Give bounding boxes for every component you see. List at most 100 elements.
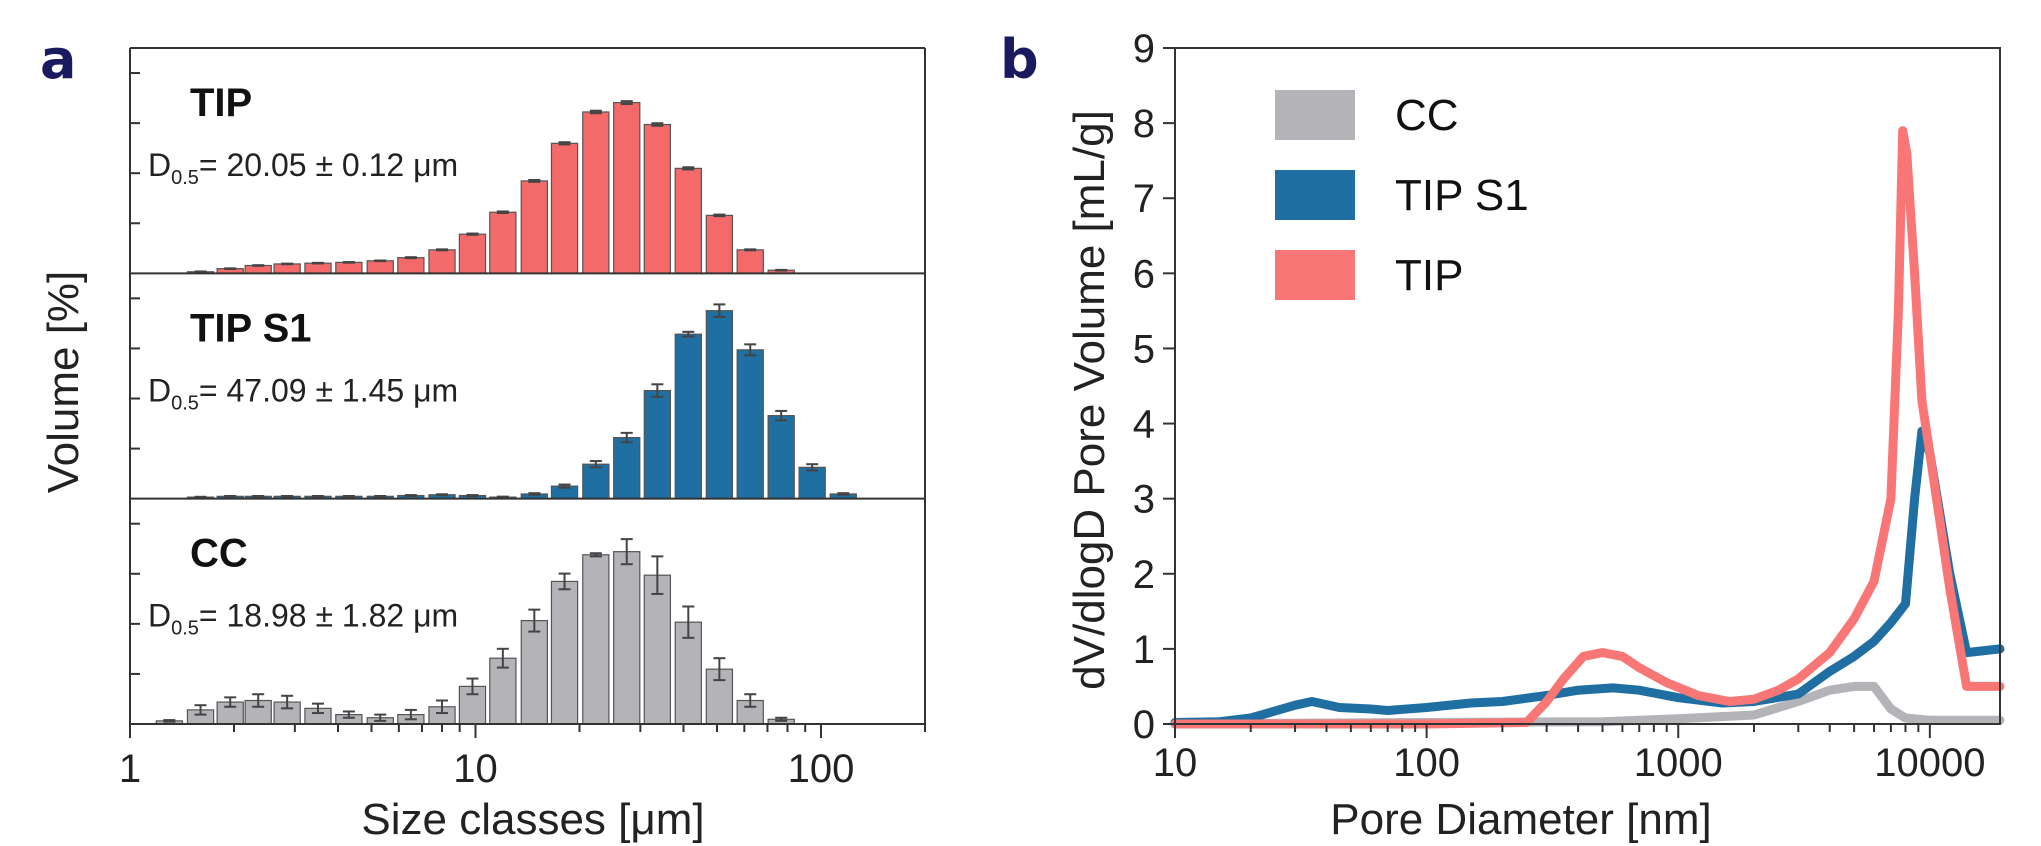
- legend-label-1: TIP S1: [1395, 171, 1529, 220]
- bar-1-21: [798, 466, 826, 500]
- bar-0-6: [335, 261, 363, 274]
- panel-letter-b: b: [1000, 28, 1039, 91]
- error-bar-2-10: [466, 677, 479, 696]
- panel-b-legend: CC TIP S1 TIP: [1275, 90, 1529, 300]
- error-bar-2-14: [589, 552, 602, 558]
- error-bar-0-12: [528, 178, 541, 183]
- bar-0-17: [674, 167, 702, 274]
- error-bar-2-2: [224, 696, 237, 708]
- error-bar-0-1: [194, 270, 207, 274]
- series-line-1: [1170, 426, 2005, 727]
- bar-0-8: [397, 257, 425, 274]
- error-bar-0-11: [496, 210, 509, 215]
- bar-1-16: [643, 389, 672, 500]
- series-line-2: [1170, 126, 2005, 729]
- error-bar-0-8: [404, 256, 417, 260]
- error-bar-0-9: [436, 248, 449, 252]
- error-bar-1-9: [436, 493, 449, 497]
- x-tick-label-0: 10: [1153, 741, 1198, 785]
- bar-1-18: [705, 310, 734, 500]
- error-bar-2-13: [558, 572, 571, 591]
- error-bar-1-7: [374, 495, 387, 498]
- legend-label-2: TIP: [1395, 251, 1463, 300]
- error-bar-2-3: [252, 693, 265, 708]
- error-bar-0-19: [744, 248, 757, 252]
- error-bar-2-20: [775, 716, 788, 722]
- bar-2-12: [520, 619, 549, 725]
- error-bar-1-5: [311, 495, 324, 498]
- x-tick-label-1: 100: [1393, 741, 1460, 785]
- error-bar-1-20: [775, 409, 788, 422]
- x-tick-label-3: 10000: [1874, 741, 1985, 785]
- panel-a-y-axis-title: Volume [%]: [39, 271, 88, 494]
- panel-a-x-axis-title: Size classes [μm]: [361, 795, 704, 844]
- error-bar-2-16: [651, 555, 664, 595]
- bar-1-15: [613, 436, 641, 500]
- error-bar-0-13: [558, 141, 571, 146]
- bar-0-16: [643, 123, 672, 274]
- panel-b-frame: [1174, 47, 2001, 725]
- y-tick-label-7: 7: [1133, 177, 1155, 221]
- bar-0-19: [736, 249, 764, 274]
- error-bar-1-11: [496, 495, 509, 499]
- error-bar-0-2: [224, 267, 237, 270]
- y-tick-label-2: 2: [1133, 553, 1155, 597]
- error-bar-0-4: [281, 262, 294, 266]
- legend-swatch-2: [1275, 250, 1355, 300]
- legend-label-0: CC: [1395, 91, 1459, 140]
- bar-2-13: [550, 580, 579, 725]
- bar-0-18: [705, 214, 734, 274]
- error-bar-2-0: [163, 719, 176, 723]
- error-bar-2-17: [682, 605, 695, 639]
- bar-0-11: [489, 211, 517, 274]
- error-bar-2-12: [528, 608, 541, 633]
- panel-a-axes: 1 10 100: [119, 47, 926, 791]
- subplot-d50-0: D0.5= 20.05 ± 0.12 μm: [148, 147, 458, 189]
- error-bar-0-20: [775, 268, 788, 272]
- y-tick-label-9: 9: [1133, 27, 1155, 71]
- panel-letter-a: a: [40, 28, 76, 91]
- x-tick-label-2: 100: [788, 747, 855, 791]
- series-line-0: [1170, 681, 2005, 729]
- panel-a-bars: [155, 101, 857, 725]
- error-bar-2-8: [404, 708, 417, 721]
- error-bar-2-7: [374, 713, 387, 722]
- x-tick-label-0: 1: [119, 747, 141, 791]
- bar-0-4: [273, 263, 301, 274]
- y-tick-label-5: 5: [1133, 327, 1155, 371]
- bar-0-15: [613, 101, 641, 274]
- bar-2-16: [643, 574, 672, 725]
- subplot-name-0: TIP: [190, 81, 252, 125]
- error-bar-1-2: [224, 495, 237, 498]
- error-bar-2-11: [496, 647, 509, 669]
- error-bar-1-22: [837, 492, 850, 496]
- bar-0-10: [458, 233, 487, 274]
- bar-1-19: [736, 349, 764, 500]
- error-bar-2-19: [744, 693, 757, 708]
- error-bar-2-5: [311, 702, 324, 715]
- panel-b-x-axis-title: Pore Diameter [nm]: [1330, 795, 1711, 844]
- error-bar-0-16: [651, 122, 664, 127]
- error-bar-1-21: [806, 463, 819, 472]
- bar-1-14: [582, 463, 610, 500]
- error-bar-1-15: [620, 431, 633, 444]
- error-bar-0-5: [311, 261, 324, 265]
- bar-0-12: [520, 180, 549, 274]
- error-bar-1-6: [342, 495, 355, 498]
- bar-0-13: [550, 142, 579, 274]
- legend-swatch-1: [1275, 170, 1355, 220]
- error-bar-1-4: [281, 495, 294, 498]
- x-tick-label-1: 10: [453, 747, 498, 791]
- error-bar-0-3: [252, 264, 265, 267]
- error-bar-2-18: [713, 657, 726, 682]
- error-bar-2-15: [620, 538, 633, 566]
- panel-b: b 0 1 2 3 4 5 6 7 8 9 10 100 1000 10000 CC TIP S1 TIP P…: [1000, 27, 2005, 844]
- error-bar-1-19: [744, 343, 757, 357]
- subplot-name-2: CC: [190, 532, 248, 576]
- error-bar-0-18: [713, 213, 726, 218]
- bar-2-15: [613, 551, 641, 725]
- bar-2-17: [674, 621, 702, 725]
- legend-swatch-0: [1275, 90, 1355, 140]
- error-bar-1-10: [466, 494, 479, 498]
